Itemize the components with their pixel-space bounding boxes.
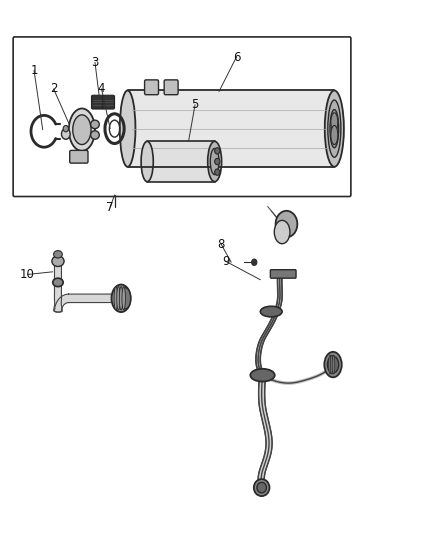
Polygon shape xyxy=(256,272,282,375)
Ellipse shape xyxy=(330,110,339,148)
Text: 7: 7 xyxy=(106,200,114,214)
Ellipse shape xyxy=(52,256,64,266)
FancyBboxPatch shape xyxy=(270,270,296,278)
Ellipse shape xyxy=(122,287,125,310)
Ellipse shape xyxy=(276,211,297,237)
Ellipse shape xyxy=(328,355,331,374)
Ellipse shape xyxy=(215,148,220,154)
Ellipse shape xyxy=(328,100,341,157)
FancyBboxPatch shape xyxy=(145,80,159,95)
Text: 4: 4 xyxy=(98,83,105,95)
Ellipse shape xyxy=(251,369,275,382)
Ellipse shape xyxy=(91,131,99,139)
Ellipse shape xyxy=(254,479,269,496)
Ellipse shape xyxy=(119,287,123,310)
Ellipse shape xyxy=(274,220,290,244)
Ellipse shape xyxy=(252,259,257,265)
Ellipse shape xyxy=(141,141,153,182)
Ellipse shape xyxy=(73,115,91,144)
Text: 2: 2 xyxy=(50,83,57,95)
Ellipse shape xyxy=(120,91,135,167)
FancyBboxPatch shape xyxy=(70,150,88,163)
Ellipse shape xyxy=(210,148,219,175)
Polygon shape xyxy=(54,259,117,312)
Ellipse shape xyxy=(53,278,63,287)
Ellipse shape xyxy=(331,125,338,144)
Ellipse shape xyxy=(61,128,70,139)
FancyBboxPatch shape xyxy=(102,95,115,109)
Ellipse shape xyxy=(208,141,222,182)
Ellipse shape xyxy=(327,356,339,373)
Ellipse shape xyxy=(91,120,99,128)
Text: 1: 1 xyxy=(30,64,38,77)
Ellipse shape xyxy=(114,287,117,310)
FancyBboxPatch shape xyxy=(92,95,104,109)
Polygon shape xyxy=(127,91,334,167)
FancyBboxPatch shape xyxy=(13,37,351,197)
Polygon shape xyxy=(258,375,272,484)
FancyBboxPatch shape xyxy=(164,80,178,95)
Ellipse shape xyxy=(120,288,131,309)
Ellipse shape xyxy=(215,158,220,165)
Text: 6: 6 xyxy=(233,51,240,63)
Text: 10: 10 xyxy=(20,268,35,281)
Ellipse shape xyxy=(332,355,335,374)
Ellipse shape xyxy=(325,91,344,167)
Ellipse shape xyxy=(63,125,68,132)
Ellipse shape xyxy=(69,109,95,151)
Ellipse shape xyxy=(257,482,266,493)
Ellipse shape xyxy=(260,306,282,317)
Text: 9: 9 xyxy=(222,255,229,268)
Ellipse shape xyxy=(331,113,338,132)
Ellipse shape xyxy=(53,251,62,258)
Ellipse shape xyxy=(324,352,342,377)
Text: 5: 5 xyxy=(191,98,199,111)
Text: 3: 3 xyxy=(91,56,99,69)
Ellipse shape xyxy=(117,287,120,310)
Ellipse shape xyxy=(330,355,333,374)
Ellipse shape xyxy=(215,169,220,175)
Polygon shape xyxy=(147,141,215,182)
Ellipse shape xyxy=(112,285,131,312)
Text: 8: 8 xyxy=(218,238,225,251)
